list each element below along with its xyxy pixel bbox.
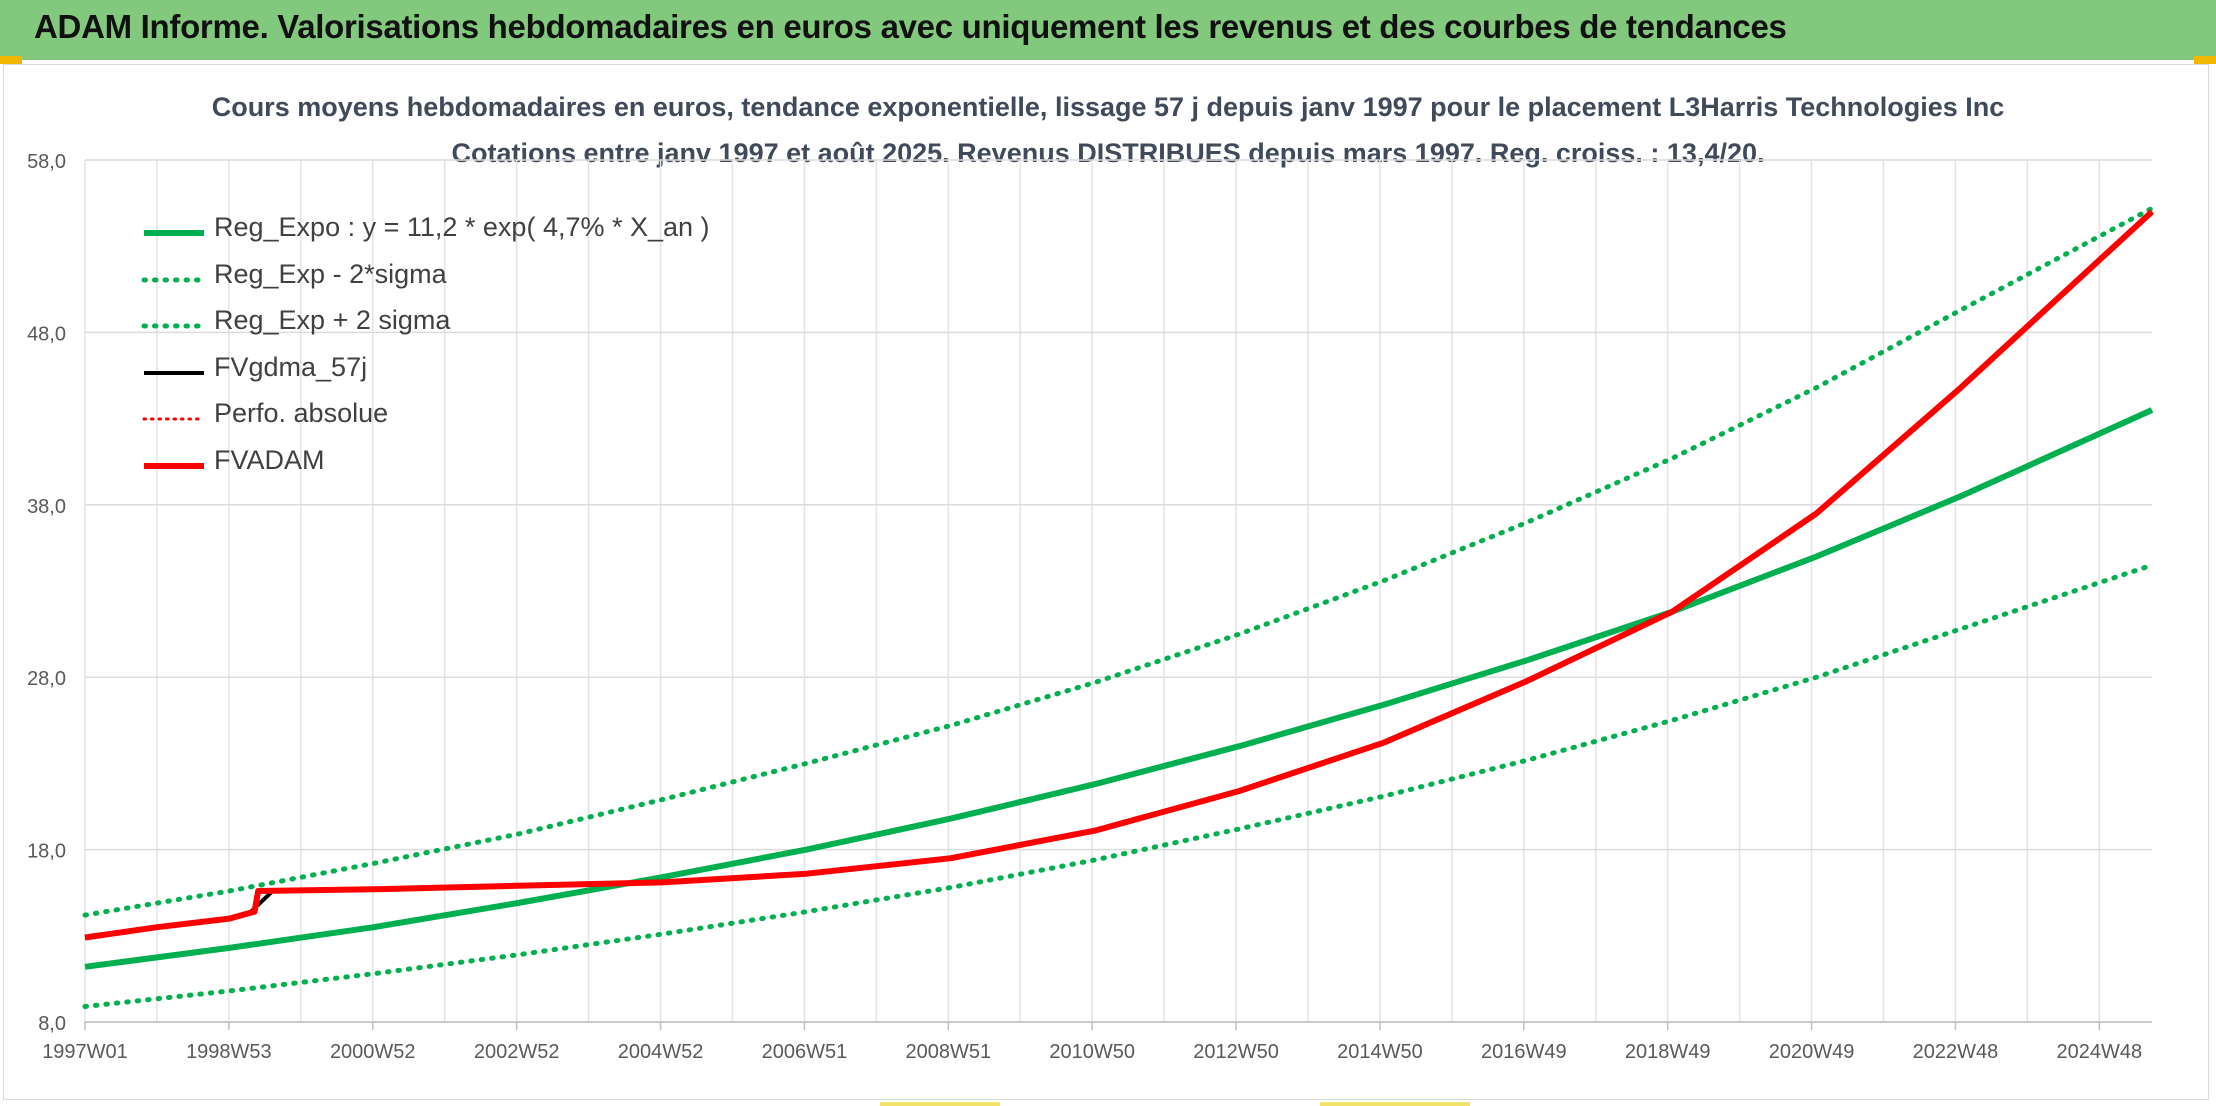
- y-tick-label: 28,0: [27, 668, 66, 690]
- y-tick-label: 48,0: [27, 323, 66, 345]
- header-accent-left: [0, 56, 22, 64]
- y-tick-label: 8,0: [38, 1013, 66, 1035]
- bottom-mark: [880, 1102, 1000, 1106]
- legend-label: Reg_Exp - 2*sigma: [214, 258, 447, 289]
- x-tick-label: 2004W52: [618, 1041, 704, 1063]
- x-tick-label: 2012W50: [1193, 1041, 1279, 1063]
- x-tick-label: 2024W48: [2057, 1041, 2143, 1063]
- legend-label: Reg_Exp + 2 sigma: [214, 305, 451, 335]
- x-tick-label: 2008W51: [905, 1041, 991, 1063]
- x-tick-label: 2002W52: [474, 1041, 560, 1063]
- x-tick-label: 2018W49: [1625, 1041, 1711, 1063]
- series-line-1: [82, 562, 2155, 1009]
- header-accent-right: [2194, 56, 2216, 64]
- chart-title: Cours moyens hebdomadaires en euros, ten…: [211, 92, 2005, 122]
- bottom-mark: [1320, 1102, 1470, 1106]
- x-tick-label: 2014W50: [1337, 1041, 1423, 1063]
- header-title: ADAM Informe. Valorisations hebdomadaire…: [34, 8, 1787, 45]
- legend-swatch: [141, 323, 207, 329]
- legend-swatch: [141, 277, 207, 282]
- y-tick-label: 38,0: [27, 496, 66, 518]
- x-tick-label: 2006W51: [762, 1041, 848, 1063]
- y-tick-label: 58,0: [27, 151, 66, 173]
- x-tick-label: 2016W49: [1481, 1041, 1567, 1063]
- legend-swatch: [144, 462, 204, 469]
- chart-subtitle: Cotations entre janv 1997 et août 2025. …: [451, 138, 1765, 168]
- series-line-2: [82, 205, 2155, 918]
- legend-label: FVgdma_57j: [214, 351, 368, 382]
- x-tick-label: 1998W53: [186, 1041, 272, 1063]
- x-tick-label: 2022W48: [1913, 1041, 1999, 1063]
- x-tick-label: 2000W52: [330, 1041, 416, 1063]
- legend-swatch: [142, 417, 206, 421]
- x-tick-label: 2010W50: [1049, 1041, 1135, 1063]
- series-line-0: [84, 407, 2154, 970]
- series-line-5: [84, 209, 2155, 941]
- legend-label: Reg_Expo : y = 11,2 * exp( 4,7% * X_an ): [214, 212, 710, 242]
- legend-swatch: [144, 230, 204, 236]
- legend-label: FVADAM: [214, 444, 325, 475]
- legend-label: Perfo. absolue: [214, 398, 389, 428]
- y-tick-label: 18,0: [27, 841, 66, 863]
- header-bar: ADAM Informe. Valorisations hebdomadaire…: [0, 0, 2216, 60]
- legend-swatch: [144, 370, 204, 375]
- x-tick-label: 2020W49: [1769, 1041, 1855, 1063]
- x-tick-label: 1997W01: [42, 1041, 128, 1063]
